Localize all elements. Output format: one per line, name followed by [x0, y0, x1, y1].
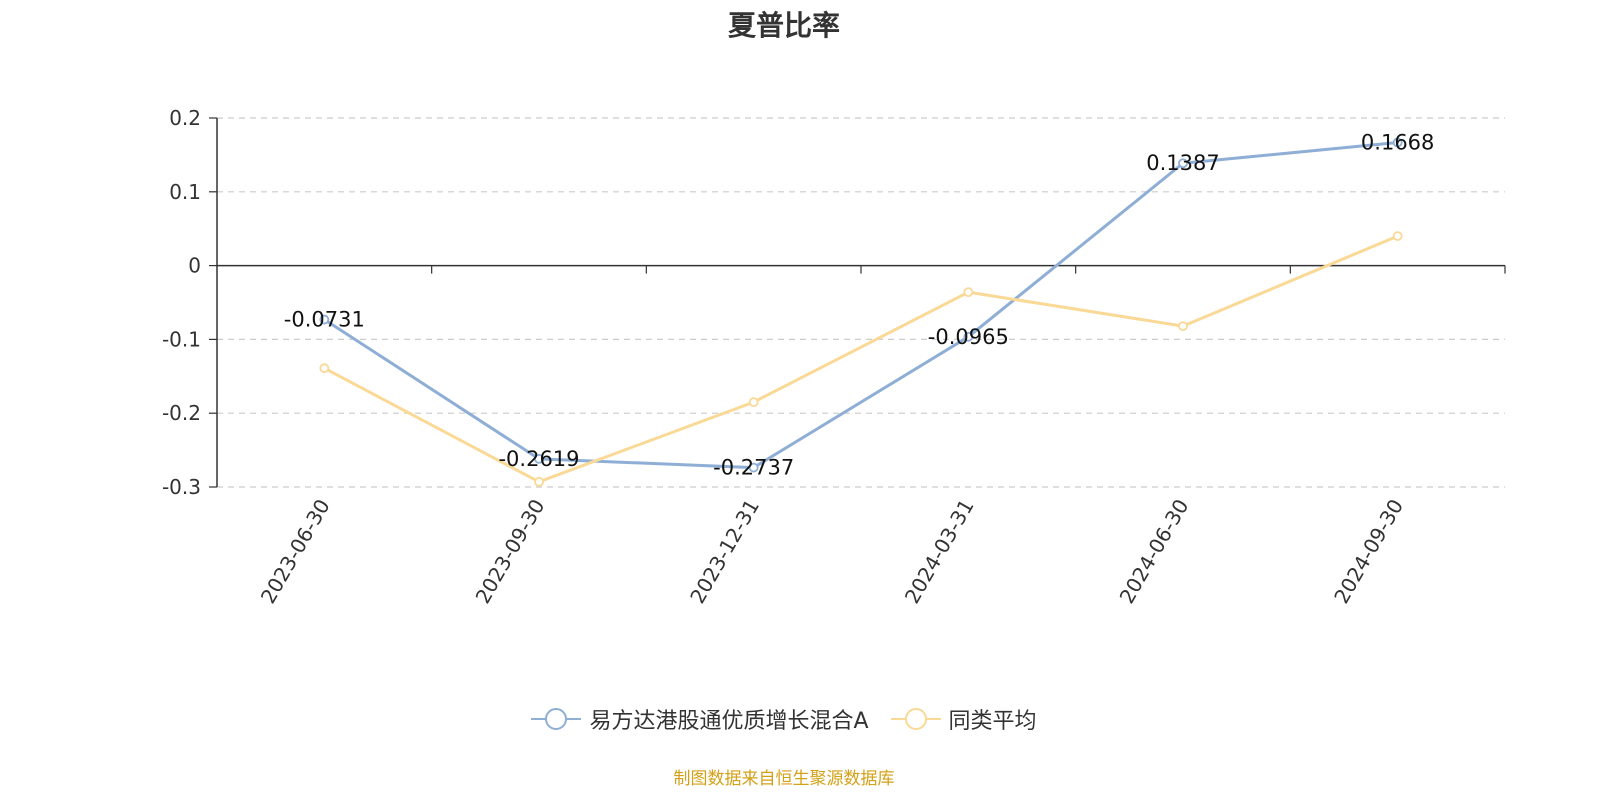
x-tick-label: 2023-12-31 — [685, 495, 764, 608]
series-line-0 — [323, 141, 1398, 470]
legend-marker-icon — [531, 706, 582, 732]
legend-label-average: 同类平均 — [948, 709, 1037, 734]
data-point — [534, 453, 544, 464]
data-point — [319, 314, 330, 325]
y-tick-label: 0 — [188, 254, 201, 278]
x-tick-label: 2024-09-30 — [1329, 495, 1408, 608]
data-point — [748, 397, 759, 408]
legend: 易方达港股通优质增长混合A 同类平均 — [0, 703, 1568, 735]
data-point — [1178, 321, 1188, 332]
y-tick-label: 0.1 — [169, 180, 201, 204]
data-label: -0.0965 — [928, 325, 1009, 349]
data-point — [319, 363, 330, 374]
grid-layer — [217, 117, 1505, 488]
source-note: 制图数据来自恒生聚源数据库 — [673, 769, 895, 789]
data-point — [534, 476, 544, 487]
data-label: -0.2737 — [713, 456, 794, 480]
data-point — [1392, 137, 1403, 148]
legend-item-fund[interactable]: 易方达港股通优质增长混合A — [531, 703, 869, 735]
data-label: -0.2619 — [498, 447, 579, 471]
x-tick-label: 2024-06-30 — [1114, 495, 1193, 608]
data-point — [1392, 231, 1403, 241]
data-point — [963, 331, 974, 342]
data-point — [748, 462, 759, 473]
label-layer: -0.0731 -0.2619 -0.2737 -0.0965 0.1387 0.1668 — [284, 131, 1435, 480]
x-tick-label: 2023-06-30 — [256, 495, 335, 608]
data-label: -0.0731 — [284, 308, 365, 332]
line-chart: 0.2 0.1 0 -0.1 -0.2 -0.3 2023-06-30 2023-09-30 2… — [162, 106, 1506, 608]
legend-marker-icon — [890, 706, 941, 732]
series-line-1 — [323, 234, 1399, 484]
axis-layer: 0.2 0.1 0 -0.1 -0.2 -0.3 2023-06-30 2023-09-30 2… — [162, 106, 1506, 608]
data-label: 0.1668 — [1361, 131, 1434, 155]
y-tick-label: 0.2 — [169, 106, 201, 130]
y-tick-label: -0.1 — [162, 327, 201, 351]
x-tick-label: 2023-09-30 — [470, 495, 549, 608]
x-tick-label: 2024-03-31 — [900, 495, 979, 608]
legend-label-fund: 易方达港股通优质增长混合A — [589, 709, 869, 734]
data-point — [963, 287, 974, 298]
series-layer — [319, 137, 1403, 487]
chart-title: 夏普比率 — [727, 9, 840, 42]
y-tick-label: -0.3 — [162, 475, 201, 499]
legend-item-average[interactable]: 同类平均 — [890, 703, 1037, 735]
y-tick-label: -0.2 — [162, 401, 201, 425]
data-point — [1178, 158, 1188, 169]
data-label: 0.1387 — [1146, 151, 1219, 175]
